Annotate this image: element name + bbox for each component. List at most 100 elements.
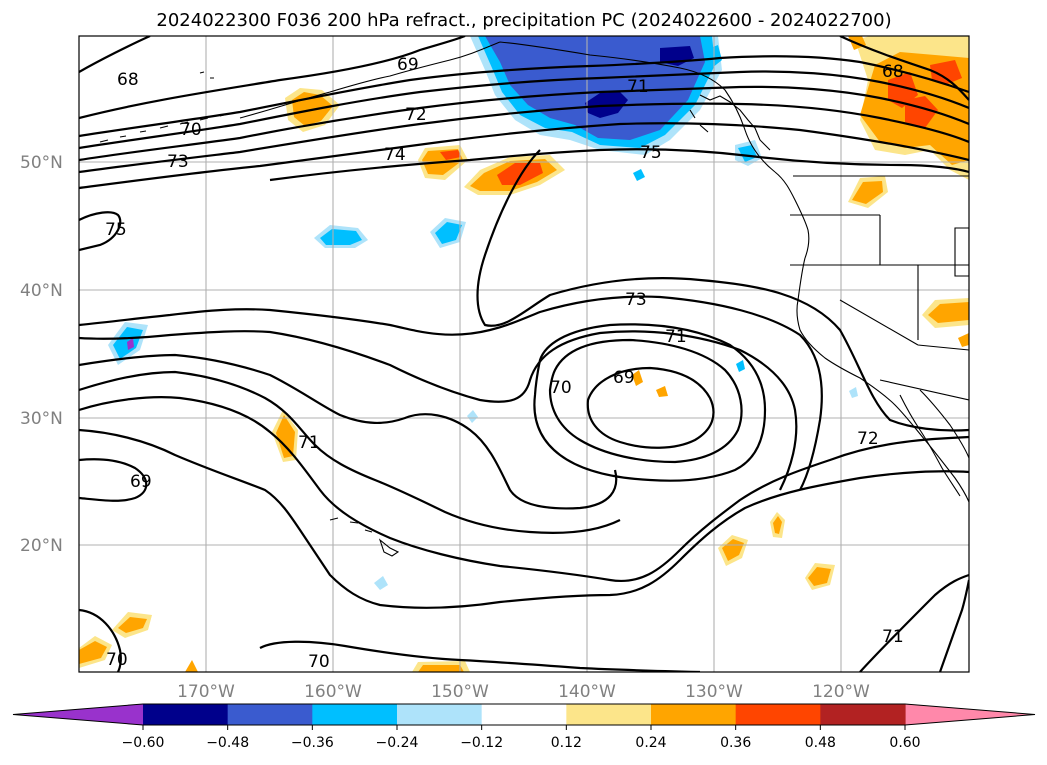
contour-label-70-s: 70 (308, 652, 330, 672)
lat-label-30: 30°N (20, 409, 63, 429)
colorbar-segments (13, 704, 1035, 725)
colorbar-segment (566, 704, 652, 725)
contour-69-top (79, 36, 466, 120)
lon-label-170w: 170°W (177, 682, 235, 702)
contour-69-c (586, 366, 715, 449)
pos-area-e3 (958, 333, 969, 347)
colorbar-segment (397, 704, 483, 725)
map-frame (78, 35, 970, 673)
lat-label-40: 40°N (20, 281, 63, 301)
colorbar-tick-label: 0.24 (635, 735, 666, 751)
contour-label-69-w: 69 (130, 472, 152, 492)
lon-label-120w: 120°W (812, 682, 870, 702)
neg-area-small-2 (467, 410, 478, 423)
gulf-california (919, 389, 969, 459)
colorbar-extend-high (905, 704, 1035, 725)
contour-71-n (79, 70, 969, 150)
pos-area-w1-mid (276, 415, 295, 458)
contour-label-69-c: 69 (613, 368, 635, 388)
colorbar-tick-label: −0.48 (206, 735, 249, 751)
contour-70-c (548, 338, 743, 464)
mexico-border (879, 379, 969, 401)
contour-label-72-n: 72 (405, 105, 427, 125)
refractivity-contours (79, 36, 969, 672)
neg-area-blue (485, 36, 705, 140)
contour-label-75-n: 75 (640, 143, 662, 163)
contour-label-68-ne: 68 (882, 62, 904, 82)
colorbar-segment (735, 704, 821, 725)
latitude-labels: 50°N 40°N 30°N 20°N (20, 153, 63, 556)
longitude-labels: 170°W 160°W 150°W 140°W 130°W 120°W (177, 682, 870, 702)
contour-72-w (79, 330, 798, 491)
pos-area-e1-mid (852, 181, 883, 204)
colorbar-segment (820, 704, 906, 725)
contour-label-70-sw: 70 (106, 650, 128, 670)
contour-label-73-n: 73 (167, 152, 189, 172)
contour-70-n (79, 55, 969, 138)
neg-area-small-1 (633, 169, 645, 181)
contour-75-n (269, 148, 969, 182)
contour-label-72-e: 72 (857, 429, 879, 449)
contour-73-w (79, 295, 823, 491)
neg-area-small-3 (374, 576, 388, 590)
contour-75-w (79, 211, 122, 252)
colorbar-tick-label: −0.36 (291, 735, 334, 751)
baja-coast (899, 394, 961, 497)
contour-71-c (533, 323, 767, 482)
border-states (790, 214, 969, 351)
map-area: 68 69 71 68 70 72 73 74 75 75 73 71 70 6… (79, 36, 969, 672)
contour-73-n (79, 102, 969, 174)
aleutians (99, 113, 229, 143)
pos-area-ne-red2 (930, 60, 962, 85)
colorbar-extend-low (13, 704, 143, 725)
contour-label-68-nw: 68 (117, 70, 139, 90)
lat-label-50: 50°N (20, 153, 63, 173)
pos-area-c2 (656, 386, 668, 397)
neg-area-blob-c-purple (127, 338, 134, 350)
contour-label-69-top: 69 (397, 55, 419, 75)
colorbar-tick-label: −0.12 (460, 735, 503, 751)
contour-label-71-se: 71 (882, 627, 904, 647)
lon-label-140w: 140°W (558, 682, 616, 702)
neg-area-mid-ne (738, 145, 757, 162)
contour-72-n (79, 85, 969, 162)
pos-area-ne-red3 (905, 96, 938, 128)
colorbar-segment (481, 704, 567, 725)
colorbar-segment (143, 704, 229, 725)
contour-74-c (476, 149, 969, 432)
colorbar: −0.60 −0.48 −0.36 −0.24 −0.12 0.12 0.24 0.36 0.4… (12, 703, 1036, 751)
colorbar-tick-label: 0.48 (805, 735, 836, 751)
lon-label-160w: 160°W (304, 682, 362, 702)
neg-area-blob-b-mid (435, 222, 462, 244)
contour-label-71-top: 71 (627, 77, 649, 97)
colorbar-tick-label: −0.24 (376, 735, 419, 751)
islands-ne (689, 94, 771, 151)
us-west-coast (796, 257, 969, 503)
pos-area-se2-mid (773, 516, 782, 534)
pos-area-e2-mid (928, 302, 969, 323)
pos-area-s1-mid (418, 665, 464, 672)
contour-69-sw (79, 458, 148, 502)
pos-area-n2-red (497, 163, 543, 185)
contour-label-71-c: 71 (665, 327, 687, 347)
neg-area-small-4 (736, 360, 745, 372)
colorbar-segment (312, 704, 398, 725)
contour-69-w (79, 428, 969, 609)
contour-70-bottom (259, 640, 701, 672)
contour-70-sw (79, 608, 122, 672)
contour-label-73-c: 73 (625, 290, 647, 310)
colorbar-tick-label: −0.60 (122, 735, 165, 751)
lat-label-20: 20°N (20, 536, 63, 556)
colorbar-tick-label: 0.36 (720, 735, 751, 751)
contour-70-s (79, 396, 969, 583)
colorbar-segment (227, 704, 313, 725)
colorbar-tick-label: 0.60 (889, 735, 920, 751)
pos-area-s2 (185, 660, 198, 672)
neg-area-blob-a-mid (320, 229, 362, 245)
lon-label-150w: 150°W (431, 682, 489, 702)
hawaii (329, 517, 400, 557)
contour-labels: 68 69 71 68 70 72 73 74 75 75 73 71 70 6… (105, 55, 904, 672)
lon-label-130w: 130°W (685, 682, 743, 702)
pos-area-sw1-mid (118, 617, 147, 633)
